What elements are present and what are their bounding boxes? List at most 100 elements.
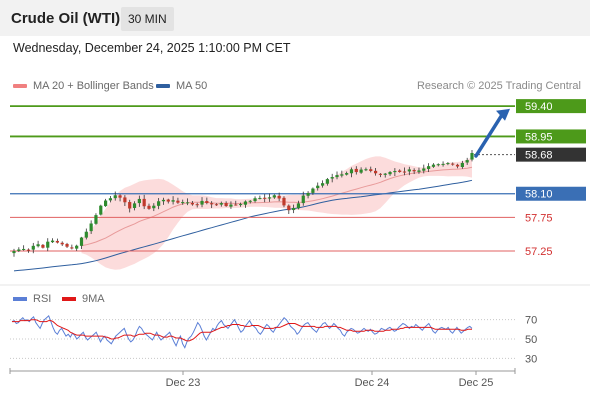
- candle: [373, 170, 378, 174]
- level-tag-59-40: 59.40: [525, 101, 553, 113]
- ma50-swatch: [156, 84, 170, 88]
- candle: [451, 163, 455, 165]
- candle: [137, 198, 141, 204]
- candle: [258, 197, 262, 199]
- level-tag-bg-58-10: [516, 186, 586, 201]
- candle: [238, 204, 243, 206]
- candle: [31, 245, 35, 250]
- rsi-tick-50: 50: [525, 334, 537, 346]
- candle: [152, 205, 156, 209]
- x-tick-label: Dec 25: [459, 377, 494, 389]
- candle: [176, 200, 180, 203]
- x-tick-label: Dec 23: [166, 377, 201, 389]
- candle: [330, 177, 334, 179]
- candle: [214, 204, 219, 206]
- candle: [272, 195, 276, 198]
- candle: [282, 197, 286, 206]
- candle: [185, 202, 190, 204]
- candle: [171, 200, 175, 202]
- candle: [113, 195, 117, 199]
- ma9-label: 9MA: [82, 293, 105, 305]
- candle: [128, 202, 132, 209]
- candle: [89, 223, 93, 232]
- candle: [229, 204, 233, 207]
- candle: [316, 185, 320, 189]
- candle: [325, 179, 329, 184]
- candle: [427, 166, 431, 169]
- level-tag-57-25: 57.25: [525, 246, 553, 258]
- x-tick-label: Dec 24: [355, 377, 390, 389]
- level-tag-58-10: 58.10: [525, 189, 553, 201]
- candle: [301, 195, 305, 204]
- candle: [243, 201, 248, 205]
- candle: [354, 168, 358, 173]
- rsi-tick-30: 30: [525, 353, 537, 365]
- level-tag-57-75: 57.75: [525, 212, 553, 224]
- candle: [441, 163, 445, 165]
- candle: [55, 240, 59, 243]
- candle: [94, 215, 98, 224]
- candle: [166, 199, 170, 202]
- candle: [195, 204, 199, 206]
- level-tag-bg-58-68: [516, 147, 586, 162]
- level-tag-bg-58-95: [516, 129, 586, 144]
- candle: [455, 164, 460, 167]
- candle: [369, 169, 373, 171]
- candle: [412, 170, 416, 172]
- candle: [79, 237, 84, 246]
- candle: [60, 242, 64, 245]
- candle: [22, 248, 26, 250]
- candle: [147, 205, 151, 209]
- rsi-tick-70: 70: [525, 315, 537, 327]
- candle: [142, 198, 146, 207]
- candle: [70, 247, 74, 249]
- candle: [99, 205, 103, 215]
- candle: [157, 201, 161, 206]
- candle: [248, 200, 252, 202]
- bollinger-band-fill: [81, 156, 472, 270]
- candle: [205, 201, 209, 204]
- candle: [267, 197, 272, 199]
- candle: [253, 198, 257, 202]
- candle: [402, 171, 407, 173]
- candle: [311, 188, 315, 193]
- legend-bollinger: MA 20 + Bollinger Bands: [13, 80, 154, 92]
- candle: [210, 203, 214, 205]
- candle: [108, 198, 113, 201]
- candle: [277, 195, 281, 199]
- bollinger-swatch: [13, 84, 27, 88]
- candle: [345, 173, 349, 175]
- rsi-swatch: [13, 297, 27, 301]
- candle: [446, 163, 450, 165]
- timeframe-badge[interactable]: 30 MIN: [121, 7, 174, 31]
- header-bar: Crude Oil (WTI) 30 MIN: [0, 0, 590, 36]
- candle: [460, 162, 464, 168]
- candle: [349, 169, 354, 174]
- candle: [388, 172, 392, 175]
- candle: [190, 202, 194, 205]
- candle: [104, 200, 108, 207]
- candle: [383, 173, 387, 175]
- candle: [200, 200, 204, 205]
- level-tag-bg-59-40: [516, 99, 586, 114]
- candle: [65, 243, 69, 247]
- ma50-label: MA 50: [176, 80, 208, 92]
- rsi-ma9-line: [12, 319, 472, 342]
- bollinger-label: MA 20 + Bollinger Bands: [33, 80, 154, 92]
- candle: [17, 249, 21, 251]
- candle: [470, 152, 474, 160]
- rsi-line: [11, 314, 473, 349]
- level-tag-58-68: 58.68: [525, 150, 553, 162]
- candle: [75, 245, 79, 249]
- candle: [123, 197, 127, 203]
- candle: [378, 173, 382, 175]
- candle: [219, 203, 223, 205]
- candle: [431, 164, 436, 167]
- candle: [393, 171, 397, 173]
- credit-label: Research © 2025 Trading Central: [416, 80, 581, 92]
- candle: [398, 170, 402, 172]
- candle: [465, 160, 469, 163]
- legend-rsi: RSI: [13, 293, 51, 305]
